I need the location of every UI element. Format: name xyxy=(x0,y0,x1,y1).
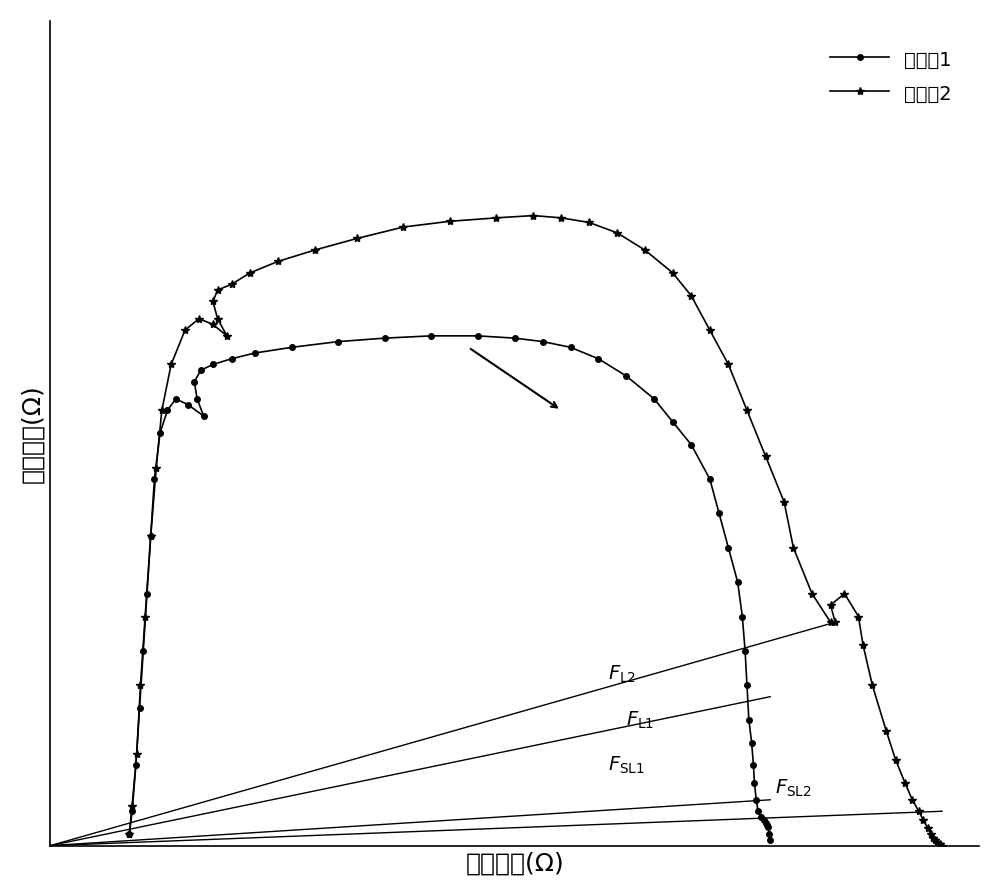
采样点2 xyxy=(212,314,224,324)
采样点2 xyxy=(207,296,219,306)
Text: $F_{\mathrm{SL2}}$: $F_{\mathrm{SL2}}$ xyxy=(775,778,812,799)
采样点2 xyxy=(527,211,539,221)
Line: 采样点2: 采样点2 xyxy=(125,211,946,849)
采样点1 xyxy=(761,820,773,831)
采样点1 xyxy=(704,474,716,485)
采样点2 xyxy=(931,837,943,848)
Line: 采样点1: 采样点1 xyxy=(127,333,773,842)
采样点1 xyxy=(249,348,261,358)
采样点1 xyxy=(722,542,734,553)
采样点2 xyxy=(936,840,948,851)
Text: $F_{\mathrm{L2}}$: $F_{\mathrm{L2}}$ xyxy=(608,664,636,685)
采样点1 xyxy=(425,331,437,341)
采样点2 xyxy=(857,640,869,650)
采样点2 xyxy=(913,806,925,816)
采样点1 xyxy=(137,645,149,656)
Text: $F_{\mathrm{SL1}}$: $F_{\mathrm{SL1}}$ xyxy=(608,755,645,777)
Legend: 采样点1, 采样点2: 采样点1, 采样点2 xyxy=(823,40,960,113)
采样点1 xyxy=(537,336,549,347)
采样点2 xyxy=(829,616,841,627)
X-axis label: 实部阻抗(Ω): 实部阻抗(Ω) xyxy=(465,851,564,875)
Text: $F_{\mathrm{L1}}$: $F_{\mathrm{L1}}$ xyxy=(626,710,654,730)
采样点1 xyxy=(123,829,135,840)
采样点1 xyxy=(764,834,776,845)
采样点2 xyxy=(123,829,135,840)
Y-axis label: 虚部阻抗(Ω): 虚部阻抗(Ω) xyxy=(21,383,45,483)
